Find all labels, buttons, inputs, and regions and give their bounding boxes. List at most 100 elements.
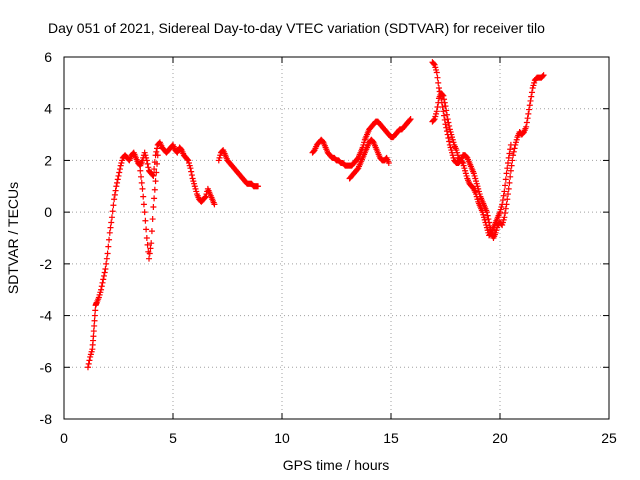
data-point — [100, 272, 107, 279]
data-point — [485, 216, 492, 223]
data-point — [524, 115, 531, 122]
data-point — [153, 148, 160, 155]
data-point — [91, 322, 98, 329]
data-point — [504, 160, 511, 167]
data-point — [115, 172, 122, 179]
data-point — [499, 197, 506, 204]
data-point — [501, 188, 508, 195]
data-point — [90, 333, 97, 340]
data-point — [111, 196, 118, 203]
data-point — [443, 107, 450, 114]
data-point — [502, 176, 509, 183]
data-point — [138, 179, 145, 186]
chart-title: Day 051 of 2021, Sidereal Day-to-day VTE… — [48, 20, 545, 36]
data-point — [113, 183, 120, 190]
data-point — [528, 93, 535, 100]
data-point — [149, 216, 156, 223]
data-point — [154, 152, 161, 159]
data-point — [445, 135, 452, 142]
x-tick-label: 10 — [274, 430, 290, 446]
data-point — [108, 214, 115, 221]
series-segment-1 — [84, 139, 218, 371]
data-point — [527, 97, 534, 104]
data-point — [385, 160, 392, 167]
data-point — [154, 160, 161, 167]
data-point — [103, 260, 110, 267]
data-point — [103, 255, 110, 262]
data-point — [84, 364, 91, 371]
data-point — [440, 92, 447, 99]
data-point — [509, 157, 516, 164]
y-axis-label: SDTVAR / TECUs — [5, 182, 21, 294]
data-point — [188, 172, 195, 179]
y-tick-label: -8 — [40, 411, 53, 427]
data-point — [508, 162, 515, 169]
data-point — [510, 148, 517, 155]
data-point — [98, 286, 105, 293]
data-point — [539, 72, 546, 79]
data-point — [502, 210, 509, 217]
x-tick-label: 15 — [383, 430, 399, 446]
data-point — [507, 141, 514, 148]
data-point — [141, 209, 148, 216]
data-point — [112, 187, 119, 194]
data-point — [440, 108, 447, 115]
data-point — [140, 193, 147, 200]
data-point — [147, 245, 154, 252]
data-point — [507, 173, 514, 180]
data-point — [211, 201, 218, 208]
data-point — [143, 235, 150, 241]
data-point — [146, 250, 153, 257]
y-tick-label: 2 — [44, 152, 52, 168]
axis-ticks — [63, 56, 610, 420]
data-point — [441, 116, 448, 123]
data-point — [540, 72, 547, 79]
x-tick-label: 0 — [60, 430, 68, 446]
data-point — [523, 123, 530, 130]
data-point — [106, 229, 113, 236]
data-point — [99, 279, 106, 286]
series-segment-4 — [429, 59, 547, 241]
data-point — [116, 169, 123, 176]
series-segment-3 — [309, 116, 414, 169]
data-point — [109, 208, 116, 215]
x-axis-label: GPS time / hours — [283, 457, 390, 473]
data-point — [114, 176, 121, 183]
data-point — [442, 103, 449, 110]
data-point — [526, 106, 533, 113]
data-point — [145, 164, 152, 171]
data-point — [501, 214, 508, 221]
data-point — [523, 119, 530, 126]
data-point — [104, 250, 111, 257]
data-point — [439, 91, 446, 98]
data-point — [433, 69, 440, 76]
data-point — [500, 192, 507, 199]
data-point — [107, 224, 114, 231]
y-tick-label: -6 — [40, 359, 53, 375]
data-point — [151, 195, 158, 202]
data-point — [441, 96, 448, 103]
data-point — [443, 111, 450, 118]
data-point — [151, 166, 158, 173]
data-point — [142, 217, 149, 224]
data-point — [137, 167, 144, 174]
data-point — [149, 172, 156, 179]
y-tick-label: 0 — [44, 204, 52, 220]
data-point — [143, 157, 150, 164]
data-point — [505, 185, 512, 192]
data-point — [105, 243, 112, 250]
data-point — [86, 357, 93, 364]
data-point — [111, 191, 118, 198]
y-tick-label: 4 — [44, 101, 52, 117]
data-point — [499, 201, 506, 208]
y-tick-label: -4 — [40, 308, 53, 324]
tick-labels: 0 5 10 15 20 25 -8 -6 -4 -2 0 2 4 6 — [40, 49, 617, 446]
data-point — [146, 255, 153, 262]
data-point — [153, 169, 160, 176]
data-point — [511, 145, 518, 152]
data-point — [526, 102, 533, 109]
data-point — [441, 99, 448, 106]
data-point — [187, 165, 194, 172]
data-point — [150, 203, 157, 210]
